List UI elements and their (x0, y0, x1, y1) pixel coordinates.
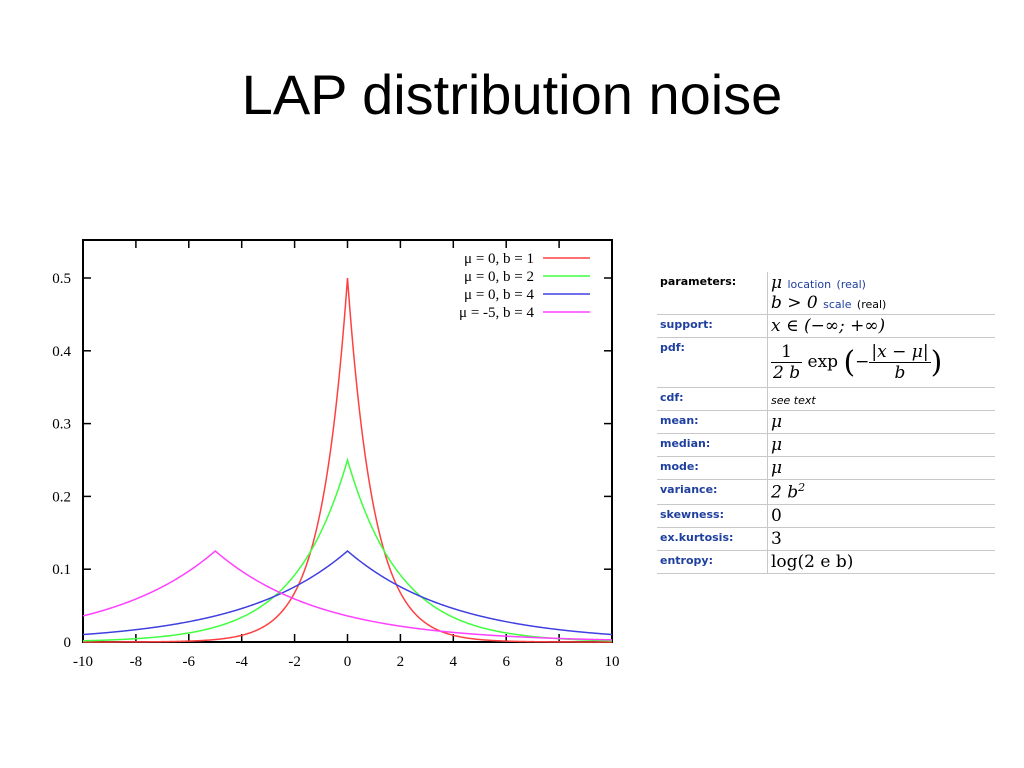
pdf-lparen: ( (843, 345, 856, 380)
x-tick-label: 8 (555, 654, 563, 670)
support-label[interactable]: support: (657, 314, 768, 338)
skewness-label[interactable]: skewness: (657, 504, 768, 528)
x-tick-label: -6 (183, 654, 196, 670)
row-kurtosis: ex.kurtosis: 3 (657, 527, 995, 551)
b-constraint: b > 0 (771, 293, 818, 313)
y-tick-label: 0.1 (52, 562, 71, 578)
mu-symbol: μ (771, 273, 783, 293)
row-median: median: μ (657, 433, 995, 457)
x-tick-label: 10 (605, 654, 620, 670)
pdf-minus: − (855, 352, 870, 372)
plot-series (82, 277, 613, 643)
kurtosis-value: 3 (767, 527, 995, 551)
x-tick-label: 0 (344, 654, 352, 670)
skewness-value: 0 (767, 504, 995, 528)
row-mode: mode: μ (657, 456, 995, 480)
y-tick-label: 0.2 (52, 489, 71, 505)
row-mean: mean: μ (657, 410, 995, 434)
variance-label[interactable]: variance: (657, 479, 768, 505)
y-tick-label: 0.5 (52, 271, 71, 287)
row-cdf: cdf: see text (657, 387, 995, 411)
mean-label[interactable]: mean: (657, 410, 768, 434)
pdf-exp: exp (807, 352, 839, 372)
variance-value: 2 b2 (767, 479, 995, 505)
pdf-rparen: ) (930, 345, 943, 380)
y-tick-label: 0.4 (52, 344, 71, 360)
x-tick-label: 6 (502, 654, 510, 670)
x-tick-label: -4 (235, 654, 248, 670)
x-tick-label: 4 (450, 654, 458, 670)
series-line-4 (82, 550, 613, 641)
series-line-1 (83, 277, 612, 643)
pdf-inner-fraction: |x − μ| b (869, 342, 931, 383)
cdf-label[interactable]: cdf: (657, 387, 768, 411)
x-tick-label: -8 (130, 654, 143, 670)
row-skewness: skewness: 0 (657, 504, 995, 528)
row-parameters: parameters: μ location (real) b > 0 scal… (657, 272, 995, 315)
entropy-label[interactable]: entropy: (657, 550, 768, 574)
real-note-2: (real) (856, 298, 887, 311)
row-entropy: entropy: log(2 e b) (657, 550, 995, 574)
cdf-value: see text (767, 387, 995, 411)
parameters-value: μ location (real) b > 0 scale (real) (767, 272, 995, 315)
slide-title: LAP distribution noise (241, 63, 783, 126)
series-line-3 (82, 550, 613, 636)
distribution-infobox: parameters: μ location (real) b > 0 scal… (657, 272, 995, 574)
pdf-label[interactable]: pdf: (657, 337, 768, 388)
x-tick-label: 2 (397, 654, 405, 670)
row-variance: variance: 2 b2 (657, 479, 995, 505)
kurtosis-label[interactable]: ex.kurtosis: (657, 527, 768, 551)
real-note-1: (real) (836, 278, 866, 291)
scale-link[interactable]: scale (823, 298, 852, 311)
legend-label-3: μ = 0, b = 4 (464, 287, 534, 303)
mode-label[interactable]: mode: (657, 456, 768, 480)
parameters-label: parameters: (657, 272, 768, 315)
x-tick-label: -10 (73, 654, 93, 670)
legend-label-1: μ = 0, b = 1 (464, 251, 534, 267)
plot-axes: -10 -8 -6 -4 -2 0 2 4 6 8 10 0 0.1 0.2 0.3 0.4 0.5 (52, 239, 620, 670)
legend-label-2: μ = 0, b = 2 (464, 269, 534, 285)
mode-value: μ (767, 456, 995, 480)
row-support: support: x ∈ (−∞; +∞) (657, 314, 995, 338)
mean-value: μ (767, 410, 995, 434)
series-line-2 (82, 457, 613, 642)
y-tick-label: 0 (64, 635, 72, 651)
entropy-value: log(2 e b) (767, 550, 995, 574)
legend: μ = 0, b = 1 μ = 0, b = 2 μ = 0, b = 4 μ = … (459, 251, 590, 321)
median-value: μ (767, 433, 995, 457)
legend-label-4: μ = -5, b = 4 (459, 305, 534, 321)
support-value: x ∈ (−∞; +∞) (767, 314, 995, 338)
x-tick-label: -2 (288, 654, 301, 670)
y-tick-label: 0.3 (52, 417, 71, 433)
location-link[interactable]: location (787, 278, 832, 291)
median-label[interactable]: median: (657, 433, 768, 457)
